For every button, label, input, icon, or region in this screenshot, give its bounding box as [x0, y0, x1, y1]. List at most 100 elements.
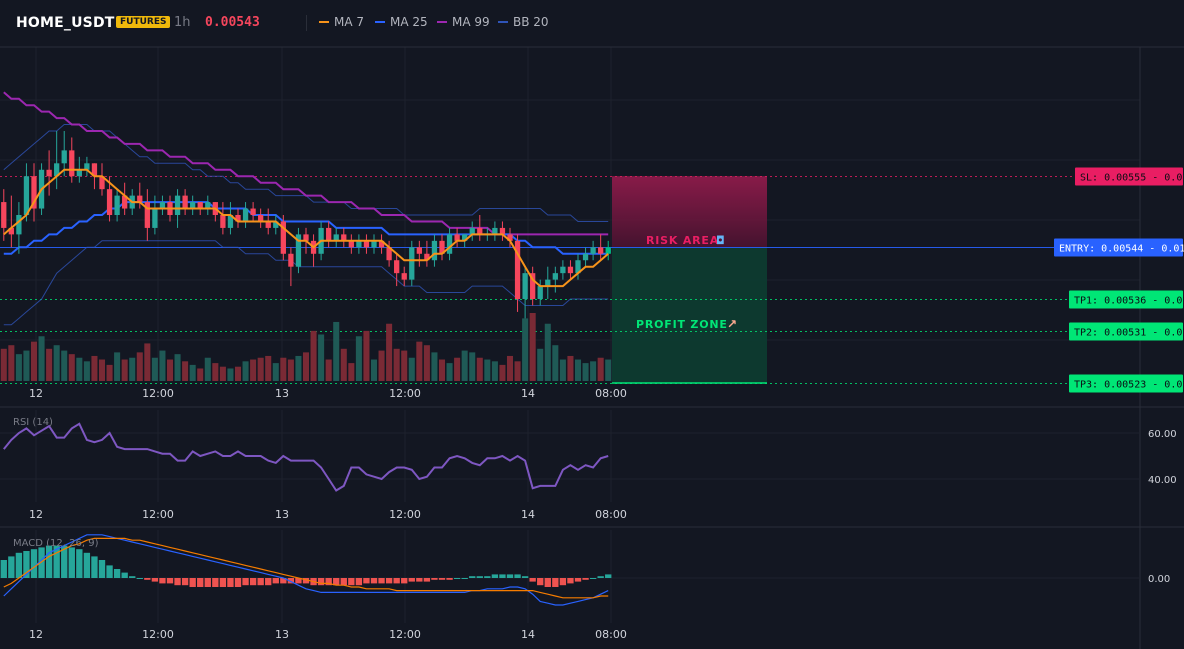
- candle[interactable]: [114, 195, 120, 215]
- candle[interactable]: [582, 253, 589, 261]
- candle[interactable]: [424, 253, 430, 261]
- candle[interactable]: [356, 240, 362, 248]
- candle[interactable]: [84, 163, 90, 170]
- candle[interactable]: [333, 234, 339, 241]
- candle[interactable]: [265, 221, 271, 228]
- profit-zone-label: PROFIT ZONE: [636, 318, 728, 331]
- candle[interactable]: [182, 195, 188, 209]
- candle[interactable]: [258, 215, 264, 222]
- candle[interactable]: [605, 247, 611, 254]
- candle[interactable]: [552, 273, 558, 280]
- macd-histogram-bar: [340, 578, 347, 586]
- legend-bb20[interactable]: BB 20: [498, 15, 549, 29]
- level-tag-bg-3: [1069, 322, 1183, 341]
- candle[interactable]: [371, 240, 377, 248]
- candle[interactable]: [205, 202, 211, 209]
- candle[interactable]: [499, 227, 506, 235]
- candle[interactable]: [227, 215, 234, 228]
- candle[interactable]: [401, 273, 407, 280]
- candle[interactable]: [197, 202, 203, 209]
- candle[interactable]: [469, 227, 475, 235]
- candle[interactable]: [99, 176, 105, 190]
- risk-area-zone[interactable]: [612, 176, 767, 248]
- candle[interactable]: [431, 240, 438, 261]
- volume-bar: [393, 348, 400, 381]
- candle[interactable]: [575, 260, 581, 274]
- candle[interactable]: [363, 240, 370, 248]
- candle[interactable]: [303, 234, 309, 241]
- candle[interactable]: [462, 234, 468, 241]
- candle[interactable]: [144, 202, 150, 228]
- candle[interactable]: [122, 195, 128, 209]
- candle[interactable]: [61, 150, 67, 164]
- candle[interactable]: [46, 169, 52, 177]
- candle[interactable]: [394, 260, 400, 274]
- candle[interactable]: [159, 202, 166, 209]
- candle[interactable]: [8, 227, 14, 235]
- candle[interactable]: [295, 234, 302, 267]
- legend-ma7[interactable]: MA 7: [319, 15, 364, 29]
- candle[interactable]: [1, 202, 7, 228]
- candle[interactable]: [242, 208, 249, 222]
- candle[interactable]: [54, 163, 60, 177]
- candle[interactable]: [598, 247, 604, 254]
- macd-histogram-bar: [219, 578, 227, 587]
- candle[interactable]: [537, 286, 543, 299]
- candle[interactable]: [378, 240, 385, 248]
- volume-bar: [98, 359, 106, 381]
- macd-histogram-bar: [446, 578, 453, 580]
- macd-histogram-bar: [159, 578, 166, 584]
- candle[interactable]: [409, 247, 415, 280]
- candle[interactable]: [514, 240, 521, 299]
- candle[interactable]: [530, 273, 536, 299]
- timeframe-label[interactable]: 1h: [174, 15, 191, 30]
- macd-histogram-bar: [559, 578, 567, 586]
- candle[interactable]: [326, 227, 332, 241]
- candle[interactable]: [386, 247, 392, 261]
- candle[interactable]: [235, 215, 241, 222]
- volume-bar: [129, 357, 136, 381]
- candle[interactable]: [23, 176, 30, 215]
- macd-histogram-bar: [242, 578, 249, 586]
- candle[interactable]: [288, 253, 294, 267]
- candle[interactable]: [273, 221, 279, 228]
- profit-zone[interactable]: [612, 247, 767, 383]
- volume-bar: [333, 321, 340, 381]
- legend-ma99[interactable]: MA 99: [437, 15, 490, 29]
- legend-ma25[interactable]: MA 25: [375, 15, 428, 29]
- candle[interactable]: [106, 189, 113, 215]
- candle[interactable]: [560, 266, 566, 274]
- candle[interactable]: [91, 163, 98, 177]
- symbol-title[interactable]: HOME_USDT: [16, 15, 115, 31]
- candle[interactable]: [137, 195, 143, 203]
- candle[interactable]: [174, 195, 181, 215]
- candle[interactable]: [76, 169, 82, 177]
- macd-histogram-bar: [181, 578, 189, 586]
- candle[interactable]: [439, 240, 445, 254]
- candle[interactable]: [477, 227, 483, 235]
- candle[interactable]: [69, 150, 75, 177]
- candle[interactable]: [590, 247, 596, 254]
- macd-histogram-bar: [287, 578, 295, 584]
- candle[interactable]: [446, 234, 453, 254]
- candle[interactable]: [16, 215, 22, 235]
- candle[interactable]: [280, 221, 286, 254]
- candle[interactable]: [31, 176, 37, 209]
- candle[interactable]: [522, 273, 528, 299]
- candle[interactable]: [220, 215, 226, 228]
- candle[interactable]: [567, 266, 574, 274]
- candle[interactable]: [152, 208, 158, 228]
- candle[interactable]: [416, 247, 422, 254]
- candle[interactable]: [492, 227, 498, 235]
- volume-bar: [574, 359, 582, 381]
- candle[interactable]: [348, 240, 354, 248]
- candle[interactable]: [507, 234, 513, 241]
- macd-histogram-bar: [499, 574, 506, 578]
- candle[interactable]: [454, 234, 460, 241]
- candle[interactable]: [341, 234, 347, 241]
- candle[interactable]: [250, 208, 256, 215]
- volume-bar: [325, 359, 332, 381]
- candle[interactable]: [190, 202, 196, 209]
- candle[interactable]: [545, 279, 551, 287]
